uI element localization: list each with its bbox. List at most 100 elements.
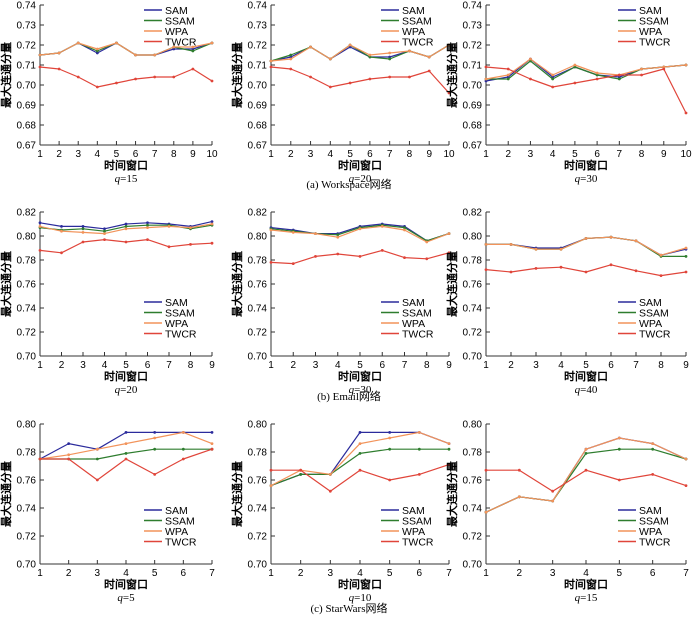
legend-label-wpa: WPA [639, 26, 662, 38]
data-point-ssam [417, 447, 421, 451]
data-point-wpa [651, 442, 655, 445]
data-point-wpa [662, 65, 666, 69]
y-tick-label: 0.68 [17, 121, 37, 132]
series-line-twcr [39, 66, 213, 88]
data-point-wpa [124, 442, 128, 445]
data-point-twcr [172, 75, 176, 79]
x-axis-label: 时间窗口 [338, 577, 382, 591]
data-point-wpa [76, 41, 80, 45]
data-point-twcr [38, 249, 42, 252]
x-tick-label: 7 [633, 360, 639, 371]
y-tick-label: 0.69 [17, 101, 37, 112]
x-tick-label: 5 [357, 360, 363, 371]
data-point-sam [81, 225, 85, 228]
y-tick-label: 0.72 [248, 41, 268, 52]
data-point-twcr [210, 447, 214, 451]
y-tick-label: 0.76 [17, 280, 37, 291]
data-point-wpa [189, 226, 192, 230]
y-tick-label: 0.82 [17, 208, 37, 219]
series-line-twcr [485, 66, 687, 114]
data-point-wpa [358, 442, 362, 445]
data-point-ssam [181, 447, 185, 451]
data-point-wpa [348, 43, 352, 47]
x-tick-label: 7 [152, 149, 158, 160]
y-axis-label: 最大连通分量 [445, 251, 459, 317]
x-tick-label: 4 [102, 360, 108, 371]
x-tick-label: 6 [379, 360, 385, 371]
data-point-wpa [506, 73, 510, 77]
y-tick-label: 0.76 [463, 280, 483, 291]
data-point-wpa [124, 227, 128, 231]
x-tick-label: 6 [650, 568, 656, 579]
x-tick-label: 9 [209, 360, 215, 371]
data-point-twcr [76, 75, 80, 79]
legend-label-ssam: SSAM [402, 307, 432, 319]
data-point-wpa [559, 247, 563, 251]
data-point-twcr [291, 262, 295, 265]
data-point-twcr [181, 457, 185, 461]
data-point-twcr [584, 468, 588, 472]
x-tick-label: 1 [268, 360, 274, 371]
data-point-sam [348, 45, 352, 49]
y-tick-label: 0.70 [248, 81, 268, 92]
data-point-wpa [595, 71, 599, 75]
data-point-wpa [153, 436, 157, 440]
data-point-sam [210, 220, 214, 224]
data-point-twcr [447, 463, 451, 466]
data-point-wpa [684, 246, 688, 250]
data-point-twcr [153, 75, 157, 79]
y-tick-label: 0.82 [248, 208, 268, 219]
y-tick-label: 0.72 [17, 41, 37, 52]
data-point-twcr [124, 240, 128, 244]
data-point-ssam [584, 452, 588, 455]
y-tick-label: 0.80 [248, 420, 268, 431]
legend-label-wpa: WPA [402, 318, 425, 330]
y-tick-label: 0.78 [248, 256, 268, 267]
legend-label-twcr: TWCR [639, 36, 671, 48]
legend-label-wpa: WPA [402, 26, 425, 38]
legend-label-twcr: TWCR [639, 536, 671, 548]
data-point-ssam [95, 457, 99, 461]
data-point-wpa [368, 53, 372, 57]
data-point-sam [38, 221, 42, 225]
y-tick-label: 0.74 [463, 504, 483, 515]
data-point-wpa [447, 43, 451, 47]
x-tick-label: 7 [683, 568, 689, 579]
x-tick-label: 2 [66, 568, 72, 579]
x-tick-label: 4 [335, 360, 341, 371]
x-tick-label: 1 [268, 568, 274, 579]
x-tick-label: 10 [443, 149, 455, 160]
q-value-label: q=5 [117, 592, 135, 604]
data-point-twcr [595, 77, 599, 81]
data-point-twcr [403, 256, 406, 259]
x-tick-label: 1 [37, 568, 43, 579]
data-point-twcr [551, 489, 555, 493]
x-tick-label: 5 [572, 149, 578, 160]
x-tick-label: 2 [298, 568, 304, 579]
data-point-twcr [425, 257, 429, 261]
data-point-ssam [95, 49, 99, 53]
data-point-twcr [529, 77, 532, 81]
data-point-twcr [38, 65, 42, 69]
y-tick-label: 0.80 [17, 232, 37, 243]
y-axis-label: 最大连通分量 [0, 251, 13, 317]
y-axis-label: 最大连通分量 [445, 42, 459, 108]
data-point-twcr [662, 67, 666, 71]
legend-label-twcr: TWCR [165, 328, 197, 340]
y-tick-label: 0.73 [17, 21, 37, 32]
data-point-twcr [146, 238, 149, 242]
data-point-wpa [153, 53, 157, 57]
data-point-wpa [95, 447, 99, 451]
data-point-twcr [640, 73, 643, 77]
x-tick-label: 7 [617, 149, 623, 160]
y-tick-label: 0.70 [463, 81, 483, 92]
data-point-wpa [425, 240, 429, 244]
y-tick-label: 0.71 [248, 61, 268, 72]
data-point-wpa [289, 57, 293, 61]
data-point-twcr [584, 270, 588, 274]
data-point-sam [124, 431, 128, 434]
y-tick-label: 0.70 [248, 352, 268, 363]
legend-label-twcr: TWCR [165, 536, 197, 548]
data-point-wpa [417, 431, 421, 434]
data-point-wpa [60, 229, 63, 233]
